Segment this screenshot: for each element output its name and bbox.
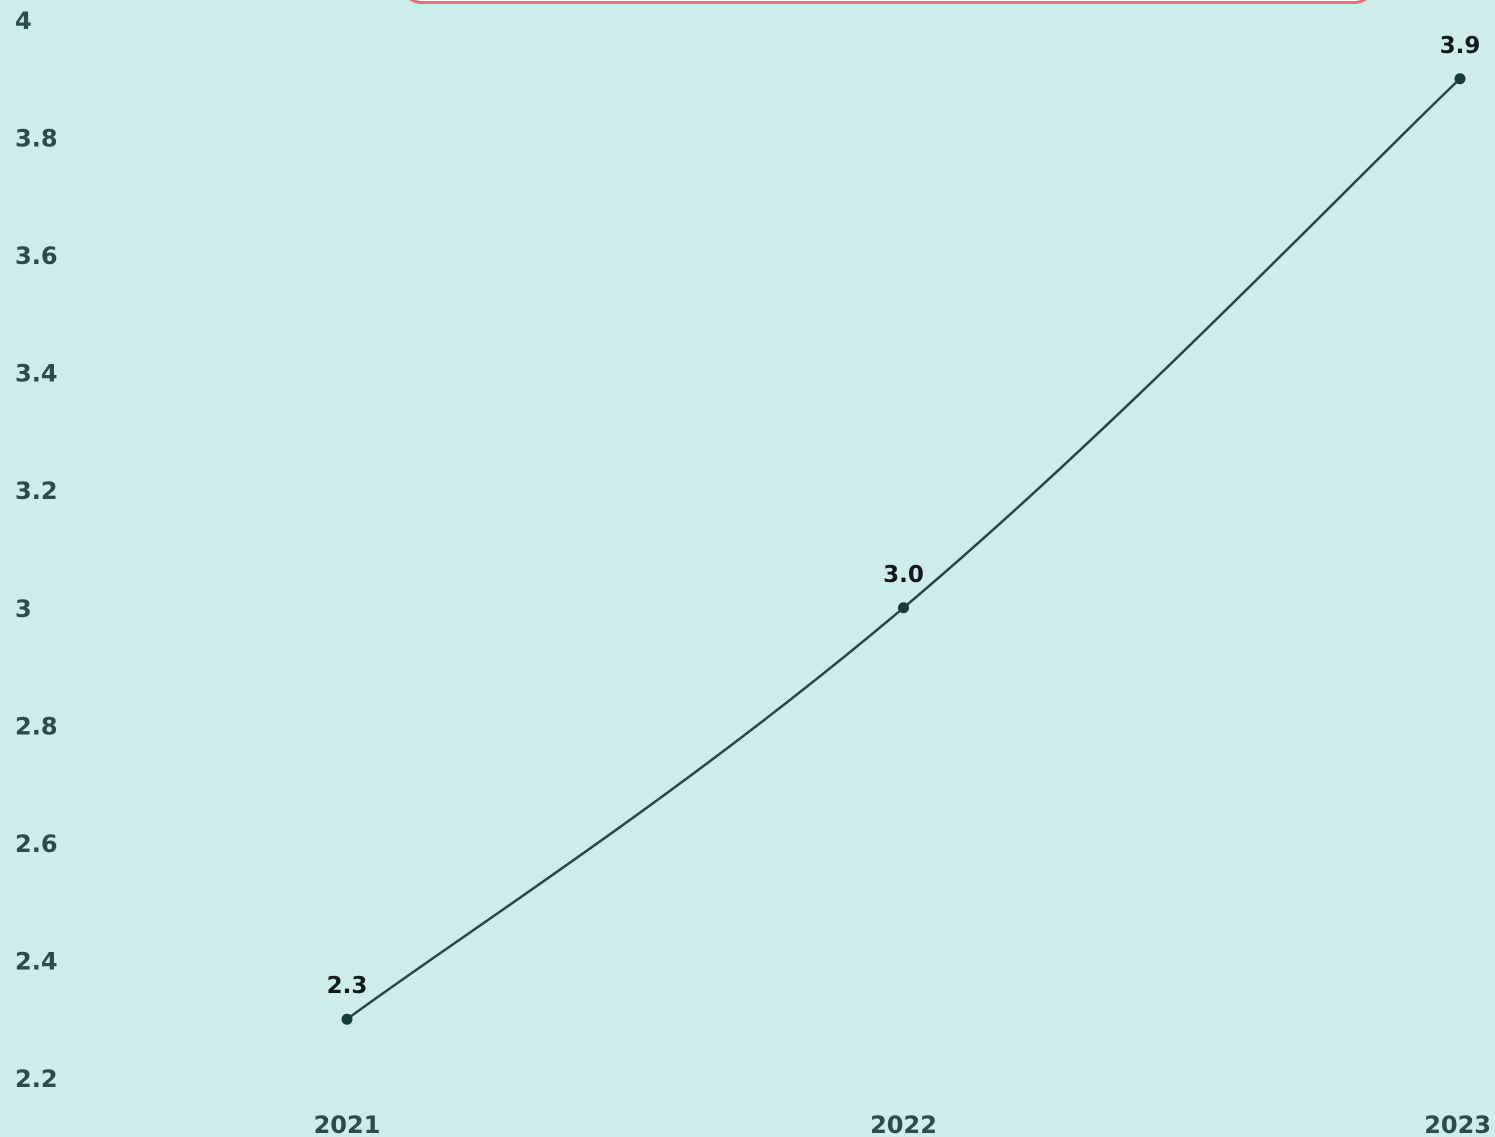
y-tick-label: 2.2 [15, 1065, 58, 1093]
data-point [341, 1013, 353, 1025]
x-tick-label: 2023 [1424, 1111, 1491, 1137]
data-labels-layer: 2.3 3.0 3.9 [327, 33, 1481, 999]
y-axis-ticks: 2.2 2.4 2.6 2.8 3 3.2 3.4 3.6 3.8 4 [15, 7, 58, 1093]
y-tick-label: 3.8 [15, 125, 58, 153]
y-tick-label: 4 [15, 7, 32, 35]
data-label: 3.9 [1440, 33, 1481, 59]
series-line [346, 77, 1461, 1021]
y-tick-label: 2.4 [15, 947, 58, 975]
data-point [898, 602, 909, 614]
y-tick-label: 2.6 [15, 830, 58, 858]
x-axis-ticks: 2021 2022 2023 [314, 1111, 1491, 1137]
y-tick-label: 2.8 [15, 712, 58, 740]
x-tick-label: 2022 [870, 1111, 937, 1137]
series-layer [341, 73, 1466, 1025]
y-tick-label: 3 [15, 595, 32, 623]
data-label: 2.3 [327, 973, 368, 999]
y-tick-label: 3.6 [15, 242, 58, 270]
data-label: 3.0 [883, 562, 924, 588]
x-tick-label: 2021 [314, 1111, 381, 1137]
y-tick-label: 3.2 [15, 477, 58, 505]
data-point [1454, 73, 1466, 85]
y-tick-label: 3.4 [15, 360, 58, 388]
